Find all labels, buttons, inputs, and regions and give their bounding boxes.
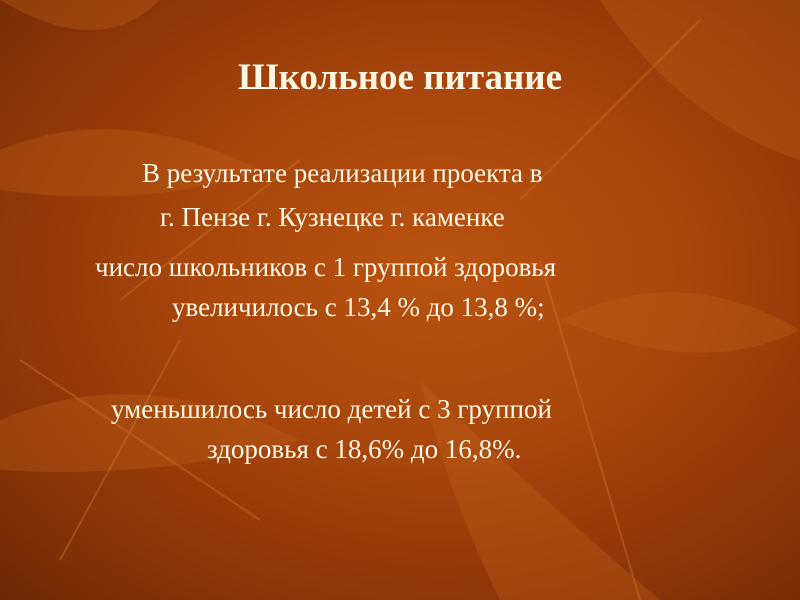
body-line: В результате реализации проекта в [142,158,543,188]
body-line: г. Пензе г. Кузнецке г. каменке [160,202,505,232]
body-line: число школьников с 1 группой здоровья [95,252,557,282]
body-line: здоровья с 18,6% до 16,8%. [207,434,522,464]
body-line: уменьшилось число детей с 3 группой [111,394,552,424]
body-line: увеличилось с 13,4 % до 13,8 %; [172,292,545,322]
slide-title: Школьное питание [237,57,563,98]
